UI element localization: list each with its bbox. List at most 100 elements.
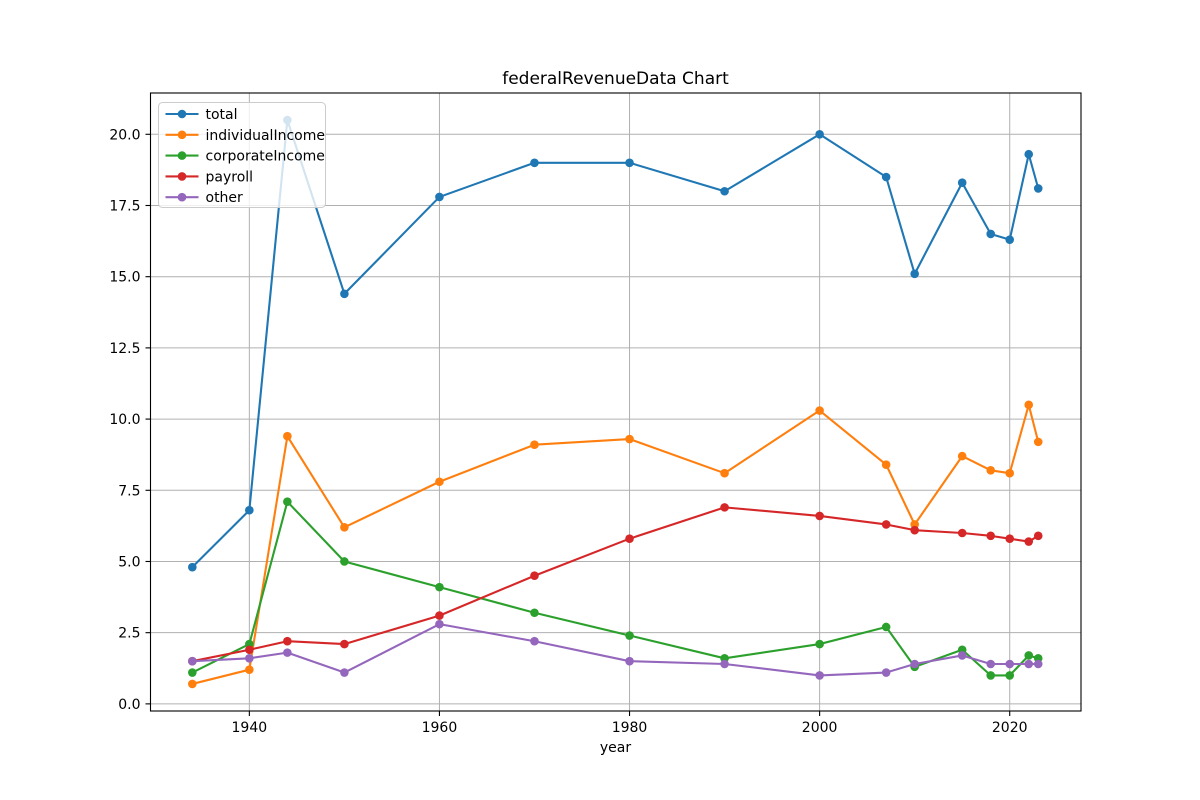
data-point-other bbox=[815, 671, 824, 680]
data-point-corporateIncome bbox=[625, 631, 634, 640]
data-point-corporateIncome bbox=[435, 582, 444, 592]
data-point-total bbox=[881, 172, 891, 182]
data-point-total bbox=[435, 192, 444, 202]
data-point-total bbox=[815, 129, 824, 139]
data-point-total bbox=[957, 178, 967, 188]
x-tick-label: 1980 bbox=[612, 720, 648, 736]
data-point-corporateIncome bbox=[340, 557, 349, 566]
data-point-payroll bbox=[340, 639, 349, 649]
data-point-payroll bbox=[435, 611, 444, 620]
data-point-individualIncome bbox=[340, 523, 349, 532]
data-point-payroll bbox=[720, 503, 729, 512]
data-point-total bbox=[245, 505, 254, 515]
data-point-payroll bbox=[957, 528, 967, 538]
legend-label-other: other bbox=[206, 190, 244, 206]
data-point-other bbox=[625, 656, 634, 666]
data-point-other bbox=[1005, 659, 1015, 669]
data-point-payroll bbox=[283, 636, 292, 646]
data-point-individualIncome bbox=[283, 431, 292, 441]
data-point-other bbox=[245, 654, 254, 663]
data-point-individualIncome bbox=[1024, 400, 1034, 410]
data-point-individualIncome bbox=[957, 451, 967, 461]
data-point-corporateIncome bbox=[986, 671, 996, 680]
legend-label-total: total bbox=[206, 107, 238, 123]
data-point-total bbox=[720, 186, 729, 196]
data-point-total bbox=[340, 289, 349, 299]
data-point-other bbox=[435, 619, 444, 629]
data-point-total bbox=[530, 158, 539, 168]
data-point-payroll bbox=[910, 525, 919, 535]
data-point-payroll bbox=[881, 520, 891, 529]
data-point-payroll bbox=[815, 511, 824, 521]
x-tick-label: 1960 bbox=[422, 720, 458, 736]
data-point-payroll bbox=[1033, 531, 1043, 541]
data-point-total bbox=[910, 269, 919, 279]
data-point-payroll bbox=[245, 645, 254, 655]
data-point-corporateIncome bbox=[1024, 651, 1034, 660]
legend-frame bbox=[158, 102, 326, 208]
series-line-corporateIncome bbox=[191, 500, 1040, 677]
data-point-payroll bbox=[530, 571, 539, 581]
data-point-other bbox=[340, 668, 349, 677]
plot-border bbox=[149, 92, 1082, 712]
data-point-total bbox=[188, 562, 197, 572]
data-point-individualIncome bbox=[530, 440, 539, 450]
legend-marker bbox=[177, 109, 187, 119]
data-point-individualIncome bbox=[815, 406, 824, 415]
data-point-individualIncome bbox=[1005, 468, 1015, 478]
data-point-corporateIncome bbox=[188, 668, 197, 677]
data-point-payroll bbox=[1024, 537, 1034, 546]
data-point-other bbox=[881, 668, 891, 677]
data-point-other bbox=[910, 659, 919, 669]
data-point-individualIncome bbox=[245, 665, 254, 675]
data-point-other bbox=[1033, 659, 1043, 669]
data-point-other bbox=[720, 659, 729, 669]
data-point-corporateIncome bbox=[1005, 671, 1015, 680]
data-point-total bbox=[1024, 149, 1034, 159]
legend: total individualIncome corporateIncome payr… bbox=[158, 102, 326, 208]
data-point-individualIncome bbox=[625, 434, 634, 444]
series-line-individualIncome bbox=[191, 403, 1040, 685]
data-point-other bbox=[986, 659, 996, 669]
y-tick-label: 10.0 bbox=[109, 412, 140, 428]
x-tick-label: 1940 bbox=[232, 720, 268, 736]
data-point-payroll bbox=[986, 531, 996, 541]
legend-marker bbox=[177, 192, 187, 202]
series-line-other bbox=[191, 623, 1040, 677]
data-point-individualIncome bbox=[1033, 437, 1043, 447]
y-tick-label: 7.5 bbox=[118, 483, 140, 499]
data-point-individualIncome bbox=[188, 679, 197, 689]
y-tick-label: 5.0 bbox=[118, 554, 140, 570]
data-point-payroll bbox=[1005, 534, 1015, 544]
data-point-individualIncome bbox=[881, 460, 891, 469]
y-tick-label: 20.0 bbox=[109, 127, 140, 143]
x-axis-label: year bbox=[599, 740, 632, 756]
legend-marker bbox=[177, 172, 187, 181]
chart-title: federalRevenueData Chart bbox=[502, 69, 729, 89]
legend-marker bbox=[177, 151, 187, 160]
data-point-corporateIncome bbox=[530, 608, 539, 618]
x-tick-label: 2000 bbox=[802, 720, 838, 736]
data-point-corporateIncome bbox=[283, 497, 292, 506]
data-point-individualIncome bbox=[986, 466, 996, 475]
y-tick-label: 0.0 bbox=[118, 697, 140, 713]
legend-marker bbox=[177, 130, 187, 140]
data-point-corporateIncome bbox=[815, 639, 824, 649]
series-line-payroll bbox=[191, 506, 1040, 663]
legend-label-payroll: payroll bbox=[206, 169, 254, 185]
data-point-individualIncome bbox=[720, 468, 729, 478]
data-point-other bbox=[1024, 659, 1034, 669]
y-tick-label: 17.5 bbox=[109, 198, 140, 214]
data-point-total bbox=[986, 229, 996, 239]
data-point-corporateIncome bbox=[881, 622, 891, 632]
data-point-payroll bbox=[625, 534, 634, 544]
data-point-individualIncome bbox=[435, 477, 444, 487]
data-point-other bbox=[283, 648, 292, 657]
data-point-other bbox=[530, 636, 539, 646]
legend-label-corporateIncome: corporateIncome bbox=[206, 149, 325, 165]
data-point-other bbox=[188, 656, 197, 666]
y-tick-label: 2.5 bbox=[118, 626, 140, 642]
data-point-total bbox=[625, 158, 634, 168]
